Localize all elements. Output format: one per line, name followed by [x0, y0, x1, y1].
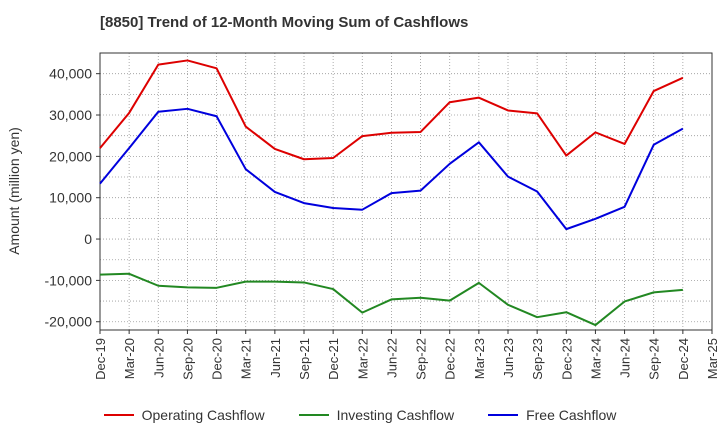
- axes: [96, 52, 713, 334]
- legend: Operating Cashflow Investing Cashflow Fr…: [0, 404, 720, 426]
- x-tick-label: Mar-22: [355, 338, 370, 379]
- x-tick-label: Sep-20: [180, 338, 195, 380]
- operating-cashflow-line: [99, 59, 684, 161]
- y-tick-label: 10,000: [49, 190, 92, 206]
- plot-frame: [99, 52, 713, 331]
- legend-label-investing: Investing Cashflow: [336, 407, 455, 423]
- x-tick-label: Mar-24: [588, 338, 603, 379]
- investing-cashflow-line: [99, 272, 683, 327]
- y-tick-label: 20,000: [49, 148, 92, 164]
- x-tick-label: Mar-23: [472, 338, 487, 379]
- x-tick-label: Dec-21: [326, 338, 341, 380]
- legend-item-investing: Investing Cashflow: [298, 407, 455, 423]
- x-tick-label: Jun-21: [268, 338, 283, 378]
- legend-item-free: Free Cashflow: [488, 407, 616, 423]
- x-tick-label: Mar-25: [705, 338, 720, 379]
- y-tick-label: 40,000: [49, 66, 92, 82]
- y-tick-label: -10,000: [45, 272, 93, 288]
- x-tick-label: Jun-22: [384, 338, 399, 378]
- x-tick-label: Mar-20: [122, 338, 137, 379]
- x-tick-label: Mar-21: [239, 338, 254, 379]
- x-tick-label: Sep-21: [297, 338, 312, 380]
- x-tick-label: Dec-23: [559, 338, 574, 380]
- x-tick-label: Jun-23: [501, 338, 516, 378]
- x-tick-label: Sep-24: [647, 338, 662, 380]
- x-tick-label: Dec-20: [210, 338, 225, 380]
- x-tick-label: Dec-22: [443, 338, 458, 380]
- x-tick-label: Jun-24: [618, 338, 633, 378]
- legend-label-operating: Operating Cashflow: [141, 407, 265, 423]
- legend-item-operating: Operating Cashflow: [103, 407, 265, 423]
- x-tick-label: Sep-22: [414, 338, 429, 380]
- legend-swatch-investing: [298, 414, 329, 416]
- chart-title: [8850] Trend of 12-Month Moving Sum of C…: [100, 14, 469, 31]
- legend-swatch-free: [488, 414, 519, 416]
- legend-swatch-operating: [103, 414, 134, 416]
- x-tick-label: Sep-23: [530, 338, 545, 380]
- y-tick-label: -20,000: [45, 314, 93, 330]
- y-tick-label: 0: [84, 231, 92, 247]
- free-cashflow-line: [99, 107, 684, 231]
- y-tick-label: 30,000: [49, 107, 92, 123]
- y-axis-label: Amount (million yen): [6, 127, 22, 255]
- tick-labels: -20,000 -10,000 0 10,000 20,000 30,000 40,000 D…: [45, 66, 720, 380]
- x-tick-label: Dec-24: [676, 338, 691, 380]
- x-tick-label: Dec-19: [93, 338, 108, 380]
- legend-label-free: Free Cashflow: [526, 407, 617, 423]
- series-lines: [99, 59, 684, 327]
- x-tick-label: Jun-20: [151, 338, 166, 378]
